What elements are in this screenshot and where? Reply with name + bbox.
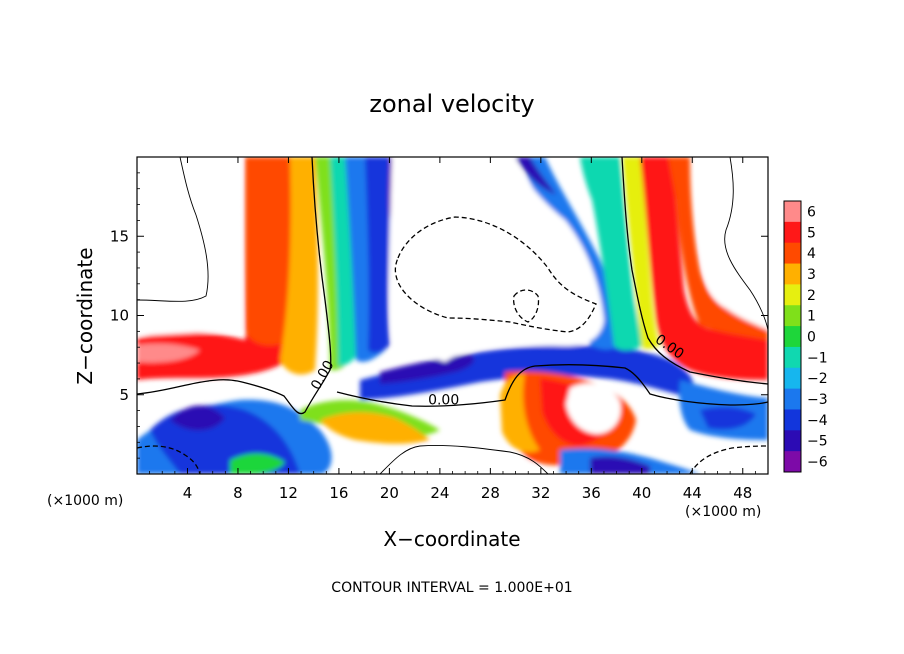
field-region [500,374,540,453]
colorbar-swatch [784,221,801,244]
colorbar-tick-label: 6 [807,204,816,220]
colorbar-swatch [784,305,801,327]
field-region [137,343,200,363]
field-region [580,157,644,351]
y-axis: 5 10 15 [110,172,768,459]
field-region [137,157,242,336]
colorbar-swatch [784,263,801,285]
zero-contour-right [621,157,768,385]
field-region [640,157,768,380]
contour-lines [137,157,768,474]
colorbar-tick-label: 0 [807,330,816,346]
colorbar-frame [783,200,802,473]
y-axis-title: Z−coordinate [73,247,97,384]
x-tick-label: 28 [481,484,500,502]
colorbar-tick-label: 4 [807,246,816,262]
colorbar-tick-label: −1 [807,350,828,366]
contour-label: 0.00 [428,392,459,408]
colorbar-swatch [784,201,801,223]
x-tick-label: 32 [531,484,550,502]
x-tick-label: 8 [233,484,243,502]
colorbar-tick-label: −3 [807,392,828,408]
zero-contour-center [336,364,768,407]
x-tick-label: 40 [632,484,651,502]
colorbar-tick-label: 1 [807,309,816,325]
x-tick-label: 4 [183,484,193,502]
thin-contour-right-top [724,157,768,331]
y-tick-label: 15 [110,227,129,245]
x-unit-label-right: (×1000 m) [685,504,761,520]
field-region [700,157,768,330]
field-region [170,405,225,431]
chart-title: zonal velocity [369,90,534,118]
field-region [330,157,360,366]
y-tick-label: 10 [110,307,129,325]
field-region [668,157,768,340]
x-tick-label: 12 [279,484,298,502]
velocity-field [137,157,768,474]
field-region [590,456,650,474]
x-tick-label: 44 [683,484,702,502]
zero-contour-left [137,157,332,415]
x-tick-label: 48 [733,484,752,502]
colorbar-tick-label: −6 [807,455,828,471]
x-tick-label: 16 [329,484,348,502]
colorbar-swatch [784,451,801,473]
field-region [230,453,285,474]
x-tick-label: 36 [582,484,601,502]
dashed-contour-bottom-right [689,445,768,474]
colorbar-swatch [784,367,801,390]
colorbar-tick-label: −5 [807,434,828,450]
field-region [280,157,319,375]
colorbar-tick-label: −2 [807,371,828,387]
colorbar-swatch [784,326,801,348]
contour-interval-footer: CONTOUR INTERVAL = 1.000E+01 [331,580,572,596]
field-region [380,354,475,384]
colorbar-swatch [784,284,801,306]
field-region [566,383,621,434]
colorbar-swatch [784,242,801,265]
dashed-contour-core [394,216,597,333]
x-unit-label-left: (×1000 m) [47,493,123,509]
colorbar-tick-label: −4 [807,413,828,429]
dashed-contour-bottom-left [137,445,201,474]
colorbar-swatch [784,388,801,410]
field-region [365,157,391,353]
thin-contour-bottom [379,445,549,474]
colorbar-tick-label: 2 [807,288,816,304]
x-axis: 4 8 12 16 20 24 28 32 36 40 44 48 [149,157,756,502]
x-tick-label: 20 [380,484,399,502]
field-region [700,406,756,430]
thin-contour-left-top [137,157,209,302]
field-region [515,157,556,195]
field-region [390,157,604,362]
colorbar: 6 5 4 3 2 1 0 −1 −2 −3 −4 −5 −6 [783,200,828,473]
y-tick-label: 5 [119,386,129,404]
colorbar-tick-label: 5 [807,225,816,241]
colorbar-swatch [784,430,801,452]
colorbar-tick-label: 3 [807,267,816,283]
field-region [622,157,660,350]
plot-area: 0.000.000.00 [137,157,768,474]
field-region [245,157,298,346]
contour-labels: 0.000.000.00 [308,332,687,409]
x-axis-title: X−coordinate [383,527,520,551]
x-tick-label: 24 [430,484,449,502]
colorbar-swatch [784,409,801,431]
colorbar-swatch [784,346,801,369]
dashed-contour-small [512,289,540,323]
field-region [320,412,430,444]
